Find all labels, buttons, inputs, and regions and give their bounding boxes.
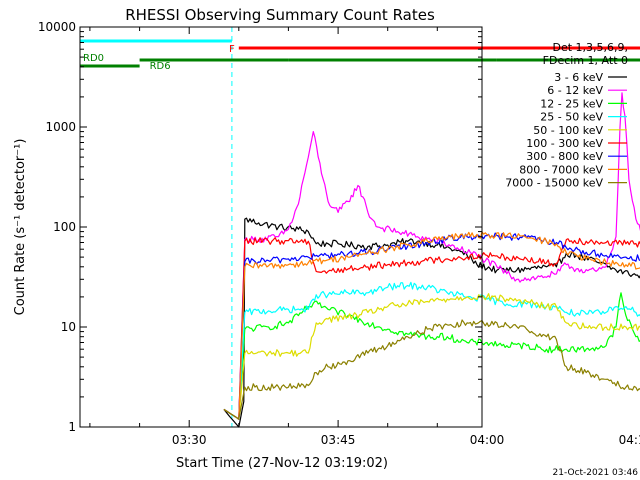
x-tick-label: 04:15 [619,433,640,447]
y-tick-label: 10 [61,320,76,334]
x-tick-label: 03:30 [172,433,207,447]
legend-header-line-1: Det 1,3,5,6,9, [552,41,628,54]
legend-label: 50 - 100 keV [533,124,603,137]
plot-area: NFRD0RD6 [79,27,640,428]
plot-frame [79,26,483,428]
legend-label: 100 - 300 keV [526,137,603,150]
legend-label: 12 - 25 keV [540,97,603,110]
series-line [223,319,640,420]
y-axis: 1 10 100 1000 10000 [38,20,482,434]
timestamp: 21-Oct-2021 03:46 [553,468,639,478]
series-line [223,231,640,420]
series-line [223,281,640,420]
x-tick-label: 03:45 [321,433,356,447]
flag-label: RD6 [150,61,171,72]
flag-label: RD0 [83,53,104,64]
y-tick-label: 1 [68,420,76,434]
series-line [223,293,640,420]
legend-label: 6 - 12 keV [547,84,603,97]
series-line [223,292,640,420]
legend: Det 1,3,5,6,9, FDecim 1, Att 0 3 - 6 keV… [505,41,628,190]
legend-header-line-2: FDecim 1, Att 0 [543,54,628,67]
y-tick-label: 10000 [38,20,76,34]
x-axis-label: Start Time (27-Nov-12 03:19:02) [176,456,388,471]
y-tick-label: 1000 [45,120,76,134]
legend-label: 7000 - 15000 keV [505,177,603,190]
series-line [223,92,640,420]
legend-label: 300 - 800 keV [526,150,603,163]
legend-label: 25 - 50 keV [540,111,603,124]
legend-label: 800 - 7000 keV [519,163,603,176]
chart-title: RHESSI Observing Summary Count Rates [125,6,435,24]
y-axis-label: Count Rate (s⁻¹ detector⁻¹) [13,139,28,316]
flag-label: F [229,44,235,55]
y-tick-label: 100 [53,220,76,234]
legend-label: 3 - 6 keV [554,71,603,84]
series-line [223,237,640,420]
x-tick-label: 04:00 [470,433,505,447]
